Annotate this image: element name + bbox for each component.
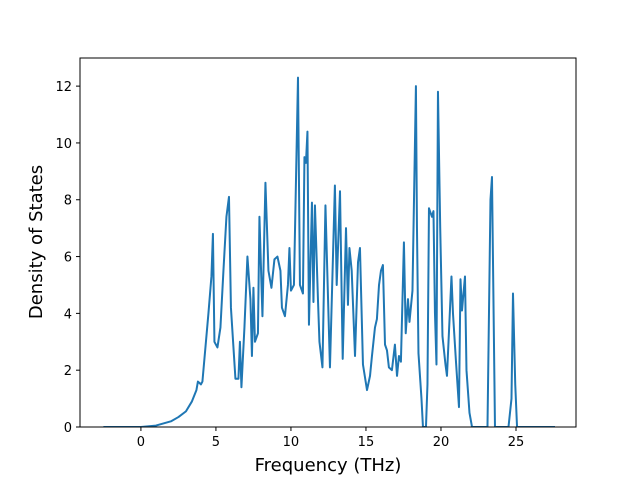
y-axis-label: Density of States [26, 165, 47, 319]
line-series [103, 76, 555, 427]
x-tick-label: 5 [212, 435, 220, 450]
y-tick-label: 8 [64, 194, 72, 209]
y-tick-label: 10 [55, 137, 72, 152]
x-tick-label: 20 [433, 435, 450, 450]
y-tick-label: 12 [55, 80, 72, 95]
x-tick-label: 10 [283, 435, 300, 450]
y-tick-label: 6 [64, 251, 72, 266]
y-tick-label: 2 [64, 364, 72, 379]
axes-frame [79, 57, 577, 428]
x-tick-label: 0 [137, 435, 145, 450]
y-tick-label: 4 [64, 307, 72, 322]
y-tick-label: 0 [64, 421, 72, 436]
x-axis-label: Frequency (THz) [255, 455, 402, 476]
x-tick-label: 25 [508, 435, 525, 450]
x-tick-label: 15 [358, 435, 375, 450]
